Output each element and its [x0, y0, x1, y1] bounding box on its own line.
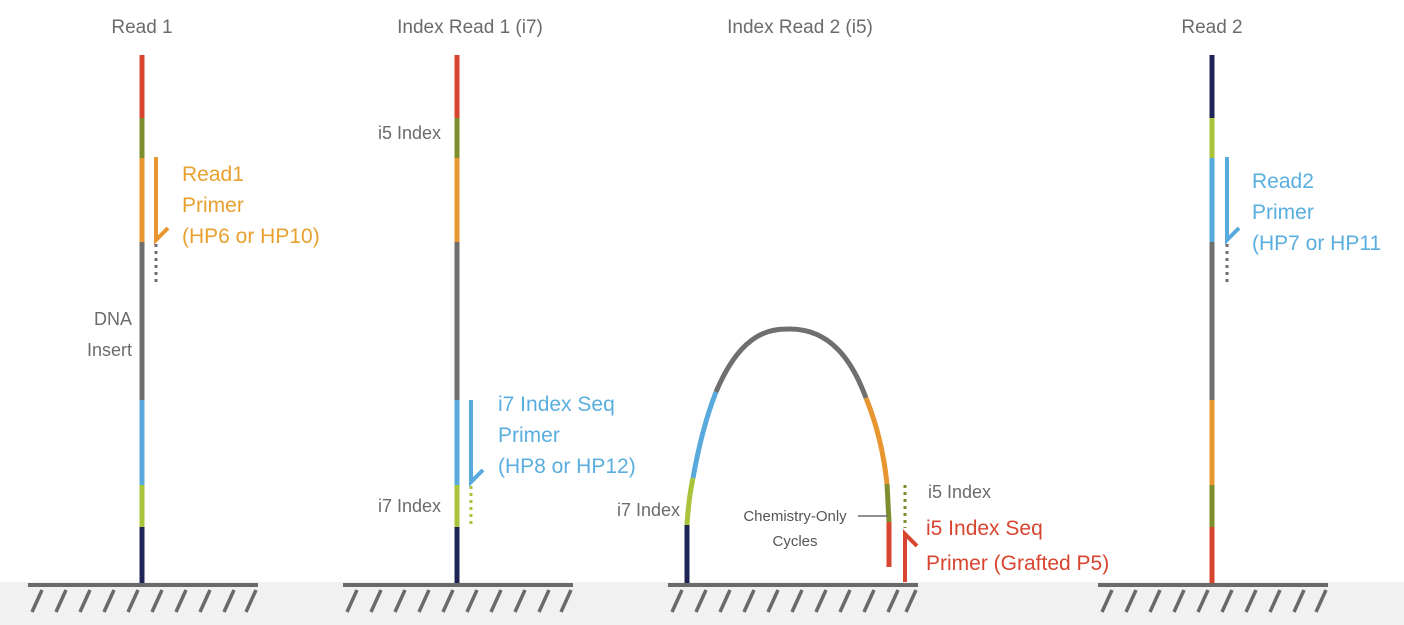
segment-blue — [690, 391, 719, 479]
ground-read1 — [28, 583, 258, 613]
i7-index-label: i7 Index — [378, 496, 441, 516]
ground-read2 — [1098, 583, 1328, 613]
panel-title-index-read1: Index Read 1 (i7) — [397, 17, 543, 38]
primer-arrow-read2 — [1225, 157, 1241, 245]
panel-read1: Read 1 Read1 Primer (HP6 or HP10) DNA In… — [28, 17, 320, 613]
primer-label-i5-line2: Primer (Grafted P5) — [926, 552, 1109, 575]
panel-index-read2: Index Read 2 (i5) i7 Index i5 Index Chem… — [617, 17, 1109, 613]
dna-insert-label-line2: Insert — [87, 340, 132, 360]
primer-label-i7-line2: Primer — [498, 424, 560, 447]
primer-label-i7-line3: (HP8 or HP12) — [498, 455, 636, 478]
bridge-strand — [684, 326, 892, 585]
i7-index-label-bridge: i7 Index — [617, 500, 680, 520]
dna-insert-label-line1: DNA — [94, 309, 132, 329]
primer-label-read2-line2: Primer — [1252, 201, 1314, 224]
panel-title-index-read2: Index Read 2 (i5) — [727, 17, 873, 38]
ground-index-read2 — [668, 583, 918, 613]
segment-yellow-green — [684, 477, 696, 526]
primer-label-read2-line1: Read2 — [1252, 170, 1314, 193]
segment-gray-insert — [713, 326, 869, 399]
panel-title-read1: Read 1 — [111, 17, 172, 38]
primer-arrow-i5 — [903, 529, 919, 582]
ground-index-read1 — [343, 583, 573, 613]
primer-label-read1-line2: Primer — [182, 194, 244, 217]
panel-index-read1: Index Read 1 (i7) i5 Index i7 Index i7 I… — [343, 17, 636, 613]
primer-label-read1-line3: (HP6 or HP10) — [182, 225, 320, 248]
panel-read2: Read 2 Read2 Primer (HP7 or HP11 — [1098, 17, 1381, 613]
segment-olive — [884, 483, 892, 523]
i5-index-label-bridge: i5 Index — [928, 482, 991, 502]
segment-orange — [863, 397, 890, 485]
primer-arrow-read1 — [154, 157, 170, 245]
primer-label-read1-line1: Read1 — [182, 163, 244, 186]
panel-title-read2: Read 2 — [1181, 17, 1242, 38]
primer-label-i5-line1: i5 Index Seq — [926, 517, 1043, 540]
primer-label-read2-line3: (HP7 or HP11 — [1252, 232, 1381, 255]
primer-arrow-i7 — [469, 400, 485, 487]
primer-label-i7-line1: i7 Index Seq — [498, 393, 615, 416]
i5-index-label: i5 Index — [378, 123, 441, 143]
chemistry-only-label-line2: Cycles — [772, 533, 817, 550]
floor-band — [0, 582, 1404, 625]
chemistry-only-label-line1: Chemistry-Only — [743, 508, 847, 525]
